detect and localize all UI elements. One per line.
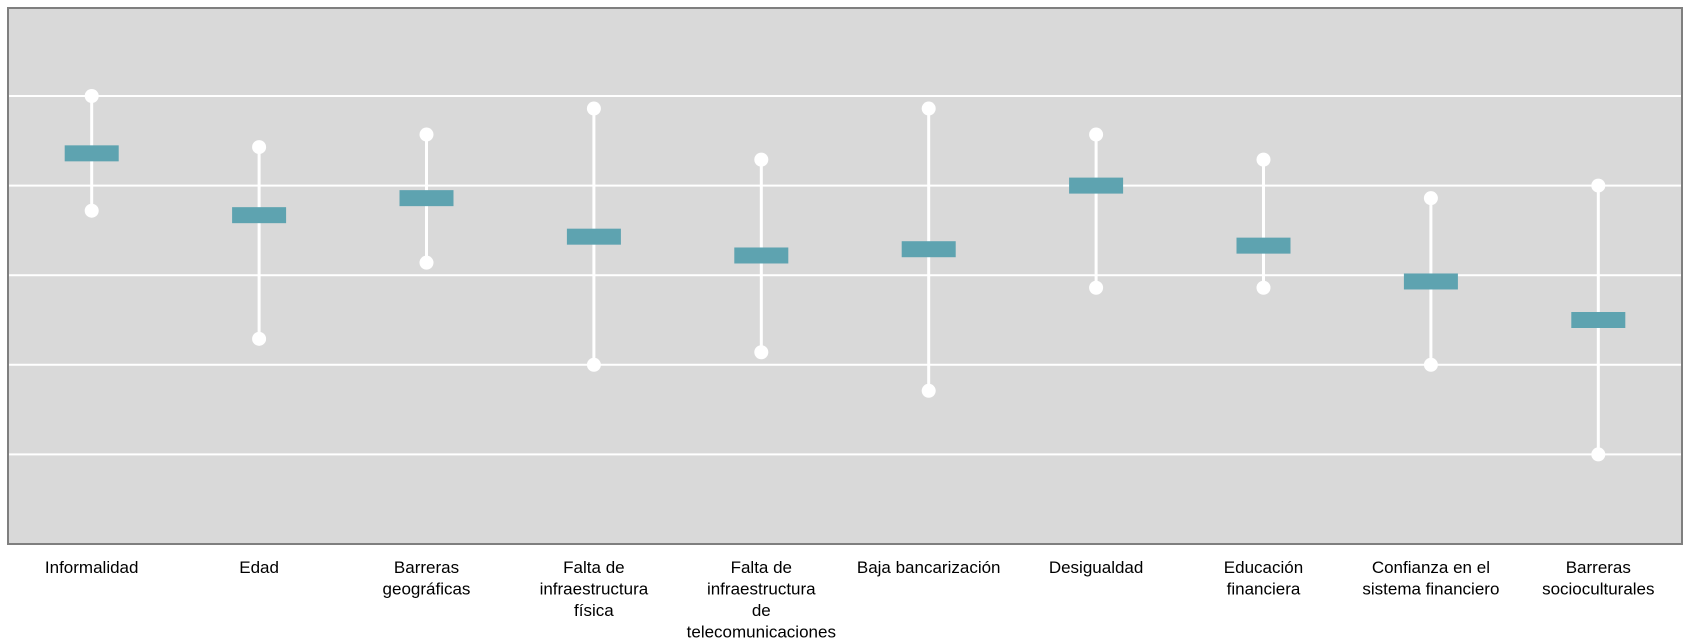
range-series (64, 89, 1626, 462)
high-marker (1423, 191, 1438, 206)
range-item (1069, 127, 1124, 295)
mid-bar (1236, 237, 1291, 254)
high-marker (921, 101, 936, 116)
range-item (1403, 191, 1458, 372)
category-label: Educación financiera (1224, 558, 1303, 599)
range-item (399, 127, 454, 270)
mid-bar (1403, 273, 1458, 290)
category-label: Desigualdad (1049, 558, 1144, 577)
high-marker (1591, 178, 1606, 193)
category-label: Barreras geográficas (383, 558, 471, 599)
range-item (1236, 152, 1291, 295)
low-marker (84, 203, 99, 218)
mid-bar (901, 241, 956, 258)
category-label: Falta de infraestructura de telecomunicacio… (687, 558, 836, 640)
mid-bar (1069, 177, 1124, 194)
mid-bar (734, 247, 789, 264)
high-marker (586, 101, 601, 116)
high-marker (1256, 152, 1271, 167)
category-label: Falta de infraestructura física (540, 558, 649, 620)
low-marker (1256, 280, 1271, 295)
low-marker (921, 383, 936, 398)
range-item (1571, 178, 1626, 462)
mid-bar (64, 145, 119, 162)
category-label: Baja bancarización (857, 558, 1001, 577)
high-marker (1089, 127, 1104, 142)
mid-bar (399, 190, 454, 207)
low-marker (419, 255, 434, 270)
range-item (734, 152, 789, 360)
mid-bar (1571, 312, 1626, 328)
category-label: Confianza en el sistema financiero (1362, 558, 1499, 599)
range-item (232, 140, 287, 346)
low-marker (754, 345, 769, 360)
category-label: Barreras socioculturales (1542, 558, 1654, 599)
mid-bar (232, 207, 287, 224)
mid-bar (566, 228, 621, 245)
range-item (64, 89, 119, 218)
gridlines (9, 95, 1681, 456)
category-label: Informalidad (45, 558, 139, 577)
high-marker (252, 140, 267, 155)
high-marker (84, 89, 99, 103)
low-marker (1089, 280, 1104, 295)
high-marker (419, 127, 434, 142)
low-marker (252, 331, 267, 346)
low-marker (1591, 447, 1606, 462)
low-marker (1423, 357, 1438, 372)
low-marker (586, 357, 601, 372)
range-item (566, 101, 621, 372)
category-labels: Informalidad Edad Barreras geográficas Falta… (45, 558, 1655, 640)
high-marker (754, 152, 769, 167)
range-item (901, 101, 956, 398)
category-label: Edad (239, 558, 279, 577)
